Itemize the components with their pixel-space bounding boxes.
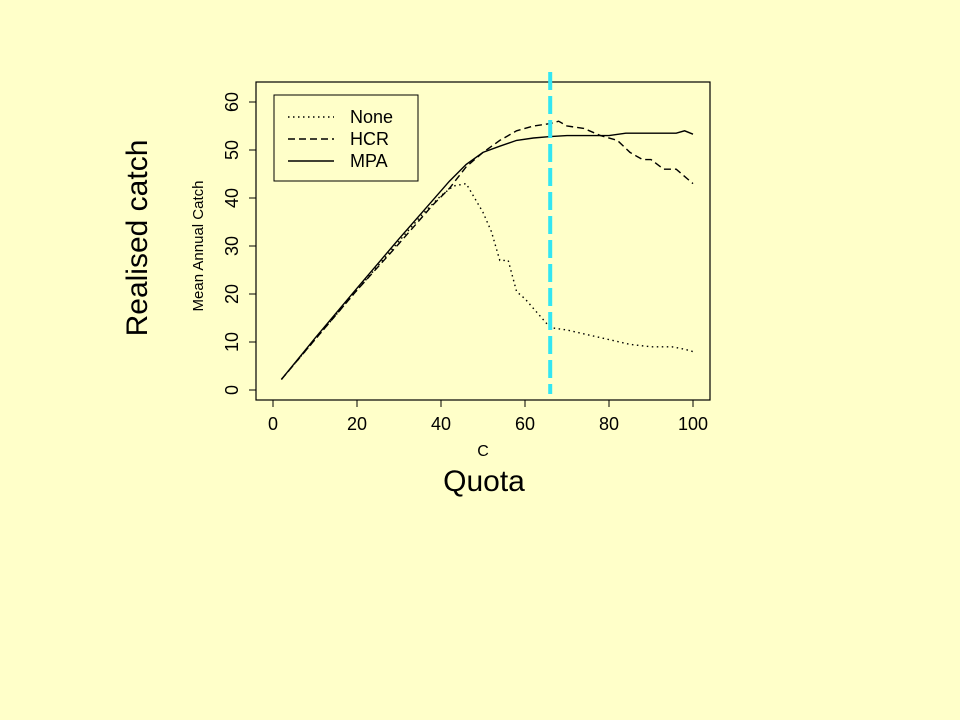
x-tick-label: 100	[678, 414, 708, 434]
x-tick-label: 20	[347, 414, 367, 434]
legend-label-mpa: MPA	[350, 151, 388, 171]
x-tick-label: 80	[599, 414, 619, 434]
y-tick-label: 20	[222, 284, 242, 304]
y-tick-label: 10	[222, 332, 242, 352]
series-line-hcr	[280, 120, 694, 380]
y-tick-label: 0	[222, 385, 242, 395]
plot-frame	[255, 81, 711, 401]
y-tick-label: 30	[222, 236, 242, 256]
y-tick-label: 60	[222, 92, 242, 112]
x-tick-label: 0	[268, 414, 278, 434]
realised-catch-annotation: Realised catch	[121, 139, 154, 337]
y-tick-label: 40	[222, 188, 242, 208]
x-tick-label: 60	[515, 414, 535, 434]
series-line-none	[280, 182, 694, 380]
y-tick-label: 50	[222, 140, 242, 160]
legend-box	[273, 94, 419, 182]
x-tick-label: 40	[431, 414, 451, 434]
quota-annotation: Quota	[443, 465, 525, 498]
series-line-mpa	[280, 130, 694, 380]
y-axis-label: Mean Annual Catch	[190, 181, 207, 312]
legend-label-none: None	[350, 107, 393, 127]
x-axis-label: C	[477, 443, 489, 460]
legend-label-hcr: HCR	[350, 129, 389, 149]
